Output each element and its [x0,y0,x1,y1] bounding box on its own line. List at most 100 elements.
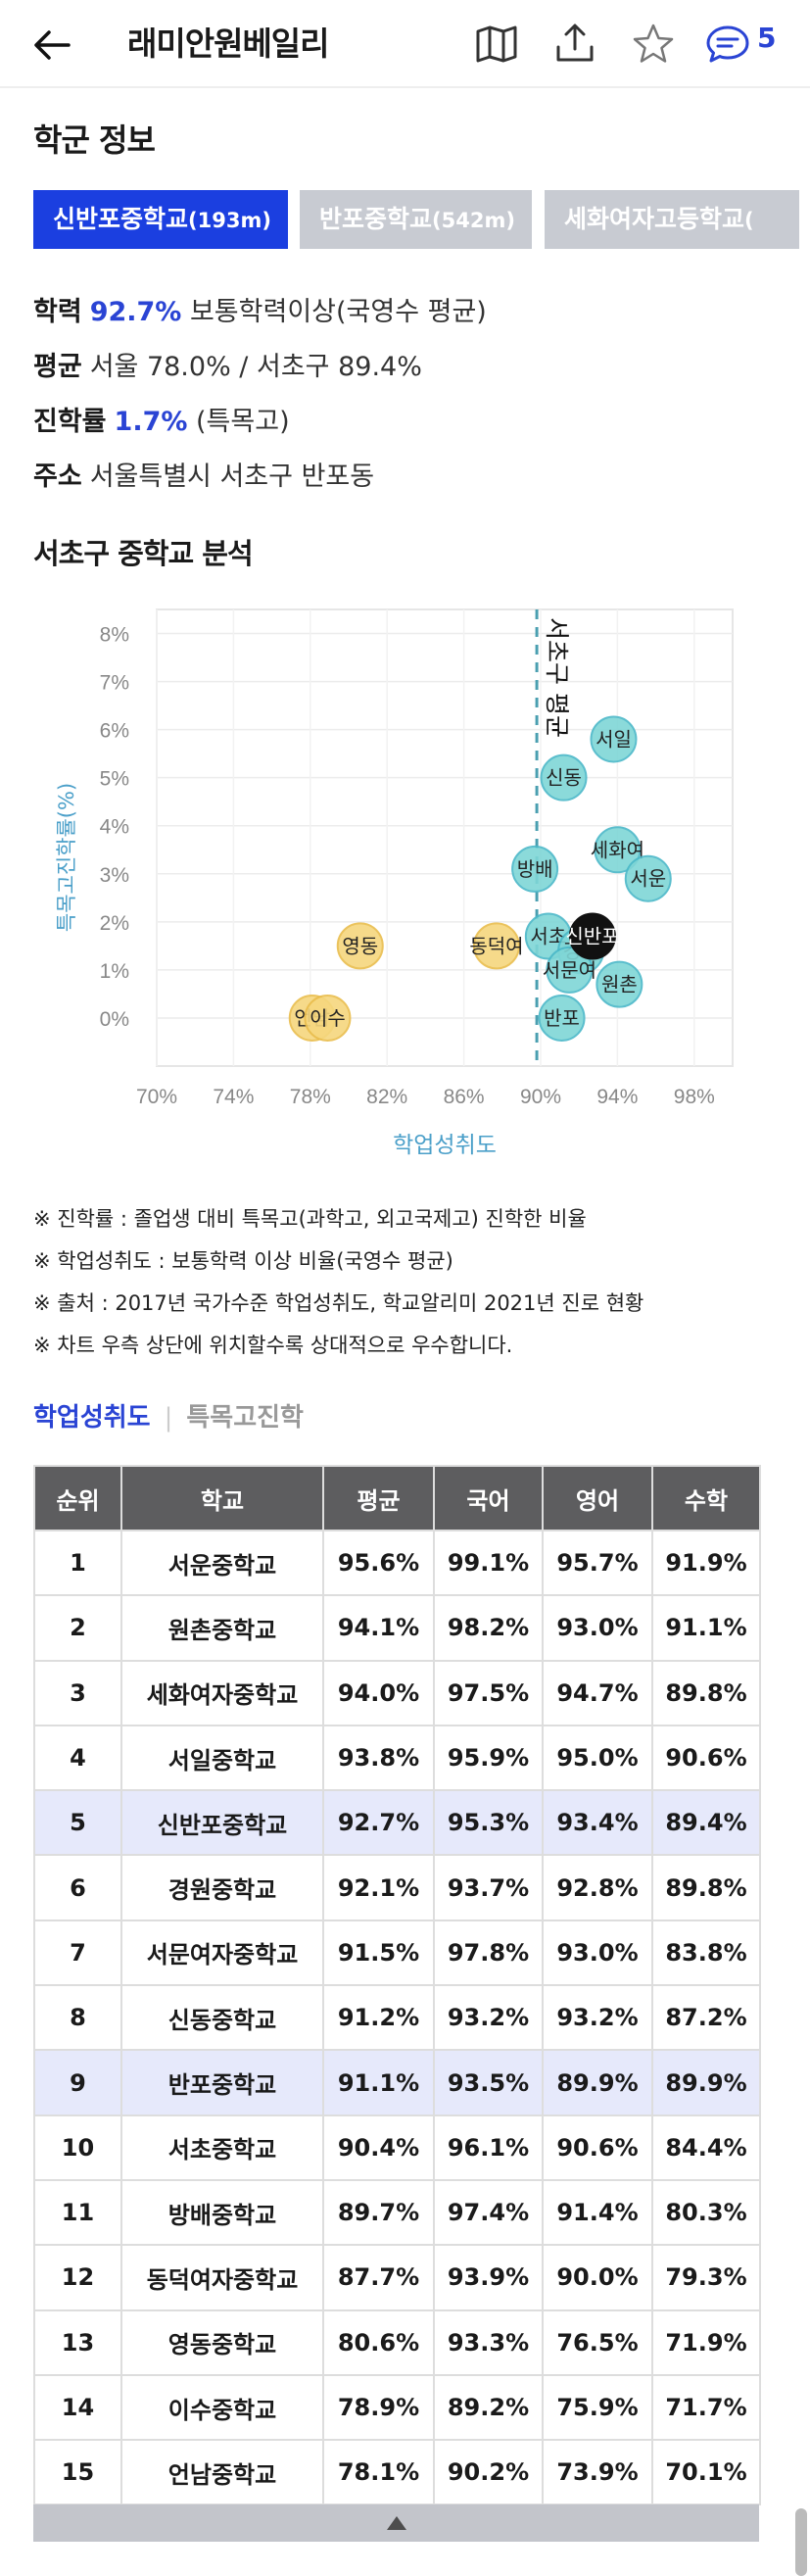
district-average-label: 서초구 평균 [543,617,571,738]
cell-average: 90.4% [322,2114,435,2181]
cell-school: 방배중학교 [120,2178,324,2247]
table-header-row: 순위 학교 평균 국어 영어 수학 [33,1465,761,1531]
note-4: ※ 차트 우측 상단에 위치할수록 상대적으로 우수합니다. [33,1334,513,1357]
tab-special-school[interactable]: 특목고진학 [186,1403,304,1433]
info-advancement: 진학률 1.7% (특목고) [33,400,290,438]
cell-rank: 13 [33,2309,122,2376]
cell-school: 동덕여자중학교 [120,2244,324,2311]
y-tick-label: 4% [100,816,129,839]
y-tick-label: 6% [100,720,129,743]
data-point-label: 반포 [544,1006,580,1030]
tab-school-1[interactable]: 신반포중학교(193m) [33,190,288,249]
star-icon[interactable] [629,20,678,69]
col-header-average: 평균 [322,1465,435,1531]
cell-korean: 97.8% [433,1919,544,1987]
cell-average: 91.2% [322,1984,435,2052]
cell-english: 93.4% [542,1789,653,1857]
cell-english: 93.0% [542,1919,653,1987]
y-axis-label: 특목고진학률(%) [55,783,78,932]
cell-math: 83.8% [651,1919,761,1987]
cell-rank: 7 [33,1919,122,1987]
cell-rank: 1 [33,1529,122,1597]
cell-english: 91.4% [542,2178,653,2247]
data-point [568,912,616,960]
tab-school-name: 반포중학교 [319,205,433,233]
cell-average: 78.1% [322,2439,435,2506]
cell-school: 반포중학교 [120,2049,324,2116]
cell-rank: 14 [33,2373,122,2442]
cell-school: 신동중학교 [120,1984,324,2052]
y-tick-label: 2% [100,912,129,935]
back-arrow-icon[interactable] [29,22,76,69]
table-row: 10 서초중학교 90.4% 96.1% 90.6% 84.4% [33,2114,761,2181]
cell-rank: 3 [33,1659,122,1726]
top-app-bar: 래미안원베일리 5 [0,0,810,88]
cell-math: 89.8% [651,1854,761,1921]
y-tick-label: 1% [100,960,129,983]
cell-school: 세화여자중학교 [120,1659,324,1726]
info-label: 진학률 [33,407,107,437]
cell-school: 서문여자중학교 [120,1919,324,1987]
note-3: ※ 출처 : 2017년 국가수준 학업성취도, 학교알리미 2021년 진로 … [33,1291,644,1315]
cell-rank: 4 [33,1724,122,1792]
analysis-title: 서초구 중학교 분석 [33,537,254,570]
data-point-label: 동덕여 [469,934,523,957]
x-tick-label: 74% [213,1086,254,1108]
cell-average: 92.7% [322,1789,435,1857]
tab-academic-achievement[interactable]: 학업성취도 [33,1403,151,1433]
tab-school-name: 세화여자고등학교 [564,205,745,233]
cell-english: 93.0% [542,1594,653,1662]
tab-school-3[interactable]: 세화여자고등학교( [545,190,799,249]
cell-average: 91.5% [322,1919,435,1987]
cell-korean: 89.2% [433,2373,544,2442]
info-text: (특목고) [196,407,290,437]
table-row: 5 신반포중학교 92.7% 95.3% 93.4% 89.4% [33,1789,761,1857]
cell-average: 89.7% [322,2178,435,2247]
cell-rank: 8 [33,1984,122,2052]
data-point-label: 방배 [517,857,553,881]
cell-rank: 11 [33,2178,122,2247]
cell-math: 89.4% [651,1789,761,1857]
data-point-label: 영동 [342,934,378,957]
tab-school-2[interactable]: 반포중학교(542m) [300,190,532,249]
scatter-chart: 8% 7% 6% 5% 4% 3% 2% 1% 0% 70% 74% 78% 82% 86% 90% 94% 9… [55,608,734,1158]
table-row: 4 서일중학교 93.8% 95.9% 95.0% 90.6% [33,1724,761,1792]
col-header-korean: 국어 [433,1465,544,1531]
comment-count[interactable]: 5 [757,22,777,54]
cell-math: 90.6% [651,1724,761,1792]
info-text: 보통학력이상(국영수 평균) [189,297,487,327]
x-tick-label: 82% [366,1086,407,1108]
cell-math: 84.4% [651,2114,761,2181]
data-point [596,960,643,1008]
cell-korean: 97.5% [433,1659,544,1726]
map-book-icon[interactable] [472,20,521,69]
cell-average: 93.8% [322,1724,435,1792]
cell-math: 91.1% [651,1594,761,1662]
cell-english: 94.7% [542,1659,653,1726]
table-row: 3 세화여자중학교 94.0% 97.5% 94.7% 89.8% [33,1659,761,1726]
data-point [594,826,642,874]
data-point [511,845,559,893]
cell-rank: 5 [33,1789,122,1857]
ranking-table: 순위 학교 평균 국어 영어 수학 1 서운중학교 95.6% 99.1% 95.7% 9… [33,1465,761,2506]
x-tick-label: 98% [674,1086,715,1108]
data-point-label: 세화여 [591,838,644,861]
table-row: 14 이수중학교 78.9% 89.2% 75.9% 71.7% [33,2373,761,2442]
cell-math: 70.1% [651,2439,761,2506]
share-icon[interactable] [550,20,599,69]
scrollbar-thumb[interactable] [795,2508,807,2576]
cell-school: 서운중학교 [120,1529,324,1597]
table-row: 2 원촌중학교 94.1% 98.2% 93.0% 91.1% [33,1594,761,1662]
cell-english: 92.8% [542,1854,653,1921]
cell-rank: 6 [33,1854,122,1921]
data-point-label: 서운 [630,867,666,891]
cell-average: 87.7% [322,2244,435,2311]
cell-school: 영동중학교 [120,2309,324,2376]
col-header-english: 영어 [542,1465,653,1531]
comment-icon[interactable] [703,20,752,69]
y-tick-label: 7% [100,672,129,695]
data-point-label: 서일 [596,727,632,751]
collapse-table-button[interactable] [33,2504,759,2542]
cell-rank: 15 [33,2439,122,2506]
cell-english: 93.2% [542,1984,653,2052]
